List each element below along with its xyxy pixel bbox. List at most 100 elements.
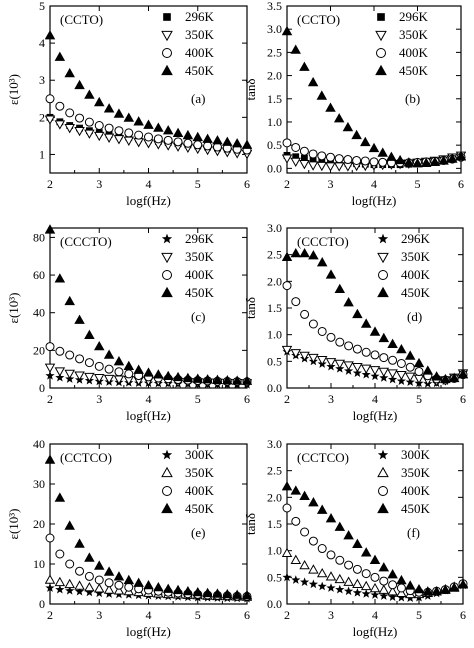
data-point bbox=[182, 585, 194, 596]
data-point bbox=[307, 161, 319, 171]
sample-label: (CCTCO) bbox=[60, 450, 112, 465]
data-point bbox=[352, 368, 362, 377]
legend-label: 450K bbox=[185, 285, 215, 300]
x-tick-label: 2 bbox=[47, 392, 53, 406]
legend-label: 296K bbox=[401, 231, 431, 246]
data-point bbox=[74, 580, 85, 590]
data-point bbox=[124, 369, 134, 379]
data-point bbox=[133, 138, 144, 148]
data-point bbox=[429, 156, 441, 167]
data-point bbox=[361, 569, 371, 579]
data-point bbox=[113, 571, 125, 581]
data-point bbox=[54, 492, 66, 502]
data-point bbox=[299, 247, 310, 258]
data-point bbox=[351, 129, 362, 140]
data-point bbox=[360, 580, 372, 591]
data-point bbox=[299, 351, 310, 362]
data-point bbox=[113, 108, 125, 118]
data-point bbox=[413, 357, 425, 368]
data-point bbox=[94, 120, 104, 130]
data-point bbox=[378, 332, 390, 343]
x-tick-label: 4 bbox=[146, 177, 152, 191]
data-point bbox=[84, 552, 95, 562]
data-point bbox=[308, 497, 319, 507]
data-point bbox=[308, 536, 318, 546]
series-450K bbox=[282, 25, 466, 168]
data-point bbox=[420, 157, 432, 167]
x-tick-label: 5 bbox=[195, 177, 201, 191]
data-point bbox=[222, 588, 233, 599]
data-point bbox=[352, 588, 362, 597]
data-point bbox=[123, 360, 135, 371]
series-400K bbox=[282, 503, 468, 597]
panel-letter: (d) bbox=[407, 309, 422, 324]
data-point bbox=[113, 356, 125, 366]
y-tick-label: 20 bbox=[33, 343, 45, 357]
data-point bbox=[93, 131, 105, 142]
data-point bbox=[370, 572, 380, 582]
data-point bbox=[114, 126, 124, 136]
legend-marker bbox=[377, 13, 385, 21]
data-point bbox=[64, 578, 75, 589]
data-point bbox=[134, 130, 144, 140]
y-axis-label: ε(10³) bbox=[6, 74, 21, 105]
data-point bbox=[74, 586, 85, 596]
data-point bbox=[153, 581, 164, 592]
series-450K bbox=[282, 481, 468, 596]
y-tick-label: 0.5 bbox=[267, 354, 282, 368]
x-tick-label: 4 bbox=[371, 177, 377, 191]
legend-label: 300K bbox=[185, 447, 215, 462]
data-point bbox=[290, 157, 301, 168]
data-point bbox=[344, 341, 354, 351]
y-tick-label: 0 bbox=[39, 597, 45, 611]
y-tick-label: 80 bbox=[33, 230, 45, 244]
data-points bbox=[45, 30, 252, 160]
data-point bbox=[360, 318, 372, 328]
x-tick-label: 3 bbox=[328, 608, 334, 622]
data-point bbox=[369, 554, 381, 564]
data-point bbox=[153, 369, 164, 379]
data-point bbox=[162, 370, 174, 381]
legend-label: 296K bbox=[185, 231, 215, 246]
data-point bbox=[84, 89, 95, 99]
legend-label: 400K bbox=[401, 483, 431, 498]
data-point bbox=[448, 582, 460, 592]
data-point bbox=[282, 154, 293, 164]
data-point bbox=[45, 224, 56, 234]
data-point bbox=[54, 120, 66, 130]
x-tick-label: 6 bbox=[460, 608, 466, 622]
data-point bbox=[299, 160, 310, 170]
data-point bbox=[94, 575, 104, 585]
data-point bbox=[335, 584, 345, 594]
data-point bbox=[335, 337, 345, 347]
data-point bbox=[84, 117, 94, 127]
data-point bbox=[440, 584, 451, 594]
data-point bbox=[378, 584, 390, 594]
data-point bbox=[378, 157, 388, 167]
x-axis-label: logf(Hz) bbox=[126, 624, 171, 639]
data-point bbox=[370, 590, 380, 599]
data-point bbox=[396, 587, 407, 598]
data-point bbox=[344, 586, 354, 596]
sample-label: (CCTCO) bbox=[297, 450, 349, 465]
data-point bbox=[45, 94, 55, 104]
data-point bbox=[143, 367, 154, 377]
legend-label: 350K bbox=[185, 249, 215, 264]
legend-marker bbox=[161, 30, 173, 42]
y-tick-label: 2.5 bbox=[267, 248, 282, 262]
data-point bbox=[396, 574, 407, 585]
data-point bbox=[360, 364, 372, 374]
legend-marker bbox=[378, 270, 388, 280]
y-tick-label: 10 bbox=[33, 557, 45, 571]
x-tick-label: 5 bbox=[195, 608, 201, 622]
data-point bbox=[45, 583, 55, 592]
y-tick-label: 3.0 bbox=[267, 221, 282, 235]
data-point bbox=[84, 129, 95, 139]
data-point bbox=[282, 503, 292, 513]
y-tick-label: 3 bbox=[39, 73, 45, 87]
data-point bbox=[326, 583, 336, 592]
x-tick-label: 3 bbox=[328, 392, 334, 406]
legend-marker bbox=[378, 486, 388, 496]
data-point bbox=[377, 147, 388, 157]
data-point bbox=[414, 366, 424, 376]
